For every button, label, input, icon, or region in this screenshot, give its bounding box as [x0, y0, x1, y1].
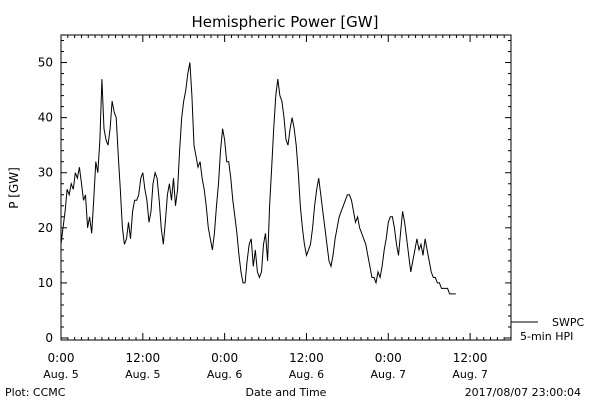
x-tick-time-label: 0:00 — [48, 351, 75, 365]
chart-title: Hemispheric Power [GW] — [192, 13, 379, 31]
x-tick-time-label: 0:00 — [375, 351, 402, 365]
x-tick-date-label: Aug. 7 — [452, 368, 487, 381]
plot-timestamp: 2017/08/07 23:00:04 — [465, 386, 581, 399]
x-tick-time-label: 0:00 — [211, 351, 238, 365]
series-line-swpc — [60, 62, 456, 295]
plot-credit: Plot: CCMC — [5, 386, 66, 399]
y-axis: 0 10 20 30 40 50 — [38, 40, 511, 345]
legend: SWPC 5-min HPI — [511, 316, 584, 343]
y-tick-label: 50 — [38, 56, 53, 70]
y-tick-label: 10 — [38, 276, 53, 290]
x-tick-date-label: Aug. 6 — [207, 368, 242, 381]
y-tick-label: 0 — [45, 331, 53, 345]
x-tick-date-label: Aug. 7 — [371, 368, 406, 381]
y-tick-label: 40 — [38, 111, 53, 125]
x-tick-time-label: 12:00 — [126, 351, 161, 365]
x-tick-time-label: 12:00 — [453, 351, 488, 365]
legend-label-hpi: 5-min HPI — [520, 330, 573, 343]
plot-frame — [60, 34, 512, 341]
x-axis: 0:00 Aug. 5 12:00 Aug. 5 0:00 Aug. 6 12:00 Aug.… — [43, 35, 512, 381]
x-axis-label: Date and Time — [246, 386, 327, 399]
y-axis-label: P [GW] — [7, 167, 21, 209]
legend-label-swpc: SWPC — [552, 316, 584, 329]
x-tick-time-label: 12:00 — [289, 351, 324, 365]
x-tick-date-label: Aug. 5 — [125, 368, 160, 381]
x-tick-date-label: Aug. 6 — [289, 368, 324, 381]
y-tick-label: 20 — [38, 221, 53, 235]
y-tick-label: 30 — [38, 166, 53, 180]
x-tick-date-label: Aug. 5 — [43, 368, 78, 381]
